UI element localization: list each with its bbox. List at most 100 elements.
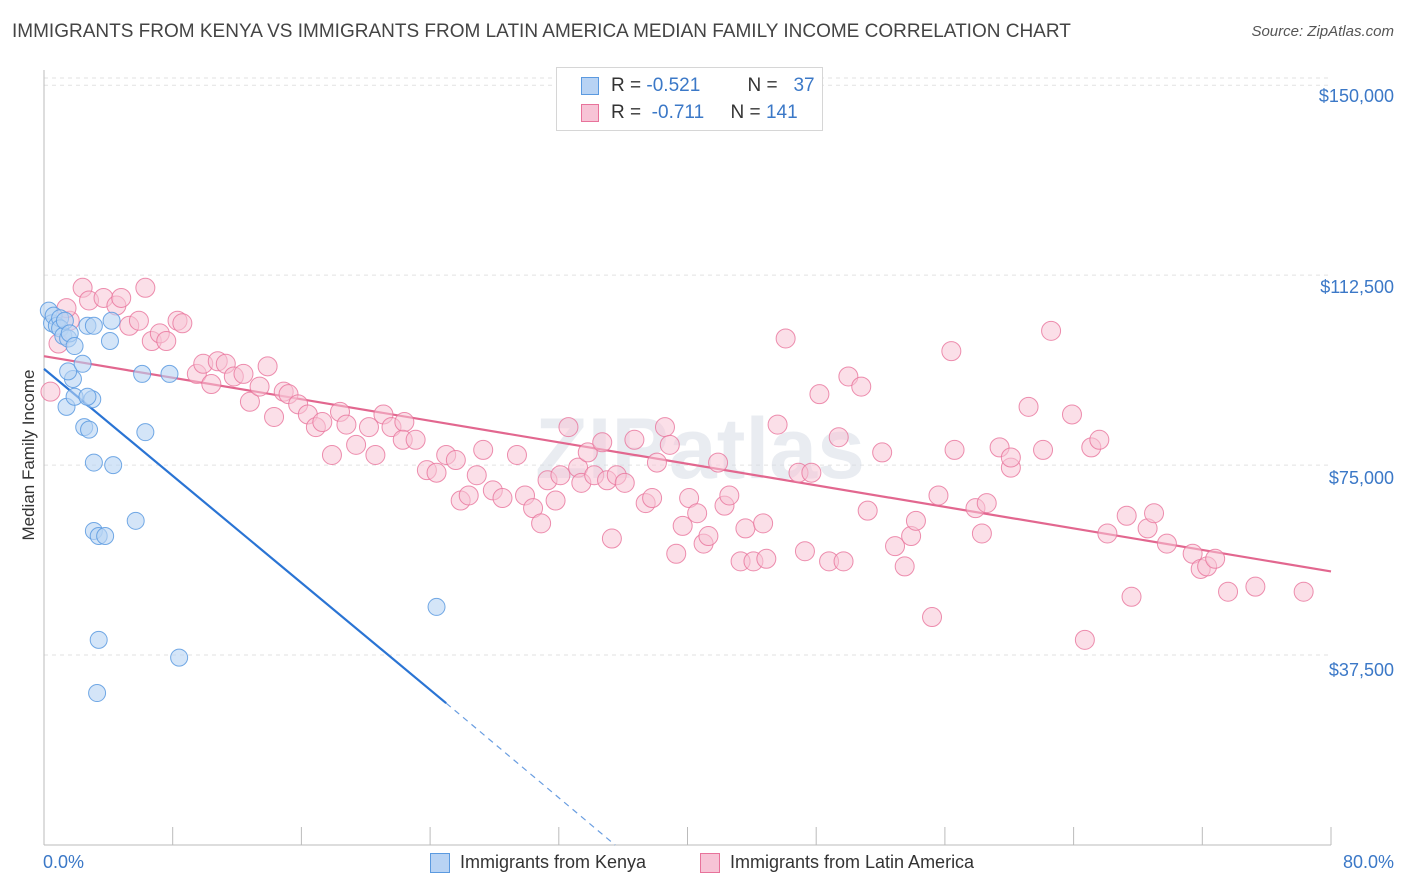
kenya-point bbox=[427, 597, 446, 616]
latin-point bbox=[666, 543, 687, 564]
latin-point bbox=[642, 488, 663, 509]
kenya-trend-line bbox=[43, 368, 447, 705]
latin-point bbox=[445, 450, 466, 471]
kenya-point bbox=[160, 364, 179, 383]
latin-point bbox=[872, 442, 893, 463]
y-tick-label: $75,000 bbox=[1328, 468, 1394, 488]
kenya-legend-swatch bbox=[430, 852, 450, 873]
legend-row-latin: R = -0.711 N = 141 bbox=[581, 101, 798, 125]
latin-point bbox=[672, 515, 693, 536]
kenya-point bbox=[133, 364, 152, 383]
latin-legend-label: Immigrants from Latin America bbox=[730, 852, 975, 872]
n-label: N = bbox=[730, 102, 761, 123]
latin-point bbox=[128, 310, 149, 331]
data-points bbox=[39, 277, 1314, 703]
latin-point bbox=[40, 381, 61, 402]
latin-point bbox=[577, 442, 598, 463]
latin-point bbox=[1121, 586, 1142, 607]
latin-point bbox=[312, 412, 333, 433]
n-label: N = bbox=[747, 75, 778, 96]
latin-point bbox=[492, 488, 513, 509]
latin-point bbox=[249, 376, 270, 397]
kenya-point bbox=[96, 527, 115, 546]
latin-point bbox=[885, 536, 906, 557]
latin-point bbox=[135, 277, 156, 298]
latin-swatch bbox=[581, 104, 599, 122]
latin-point bbox=[719, 485, 740, 506]
kenya-point bbox=[73, 354, 92, 373]
latin-point bbox=[346, 434, 367, 455]
kenya-n-value: 37 bbox=[793, 75, 815, 96]
axes bbox=[43, 70, 1332, 846]
latin-point bbox=[775, 328, 796, 349]
kenya-point bbox=[89, 630, 108, 649]
latin-point bbox=[558, 417, 579, 438]
latin-point bbox=[756, 548, 777, 569]
latin-point bbox=[944, 439, 965, 460]
latin-point bbox=[941, 341, 962, 362]
latin-point bbox=[1089, 429, 1110, 450]
latin-point bbox=[1097, 523, 1118, 544]
kenya-point bbox=[104, 456, 123, 475]
latin-point bbox=[405, 429, 426, 450]
kenya-point bbox=[126, 511, 145, 530]
latin-point bbox=[506, 444, 527, 465]
latin-point bbox=[458, 485, 479, 506]
kenya-point bbox=[80, 420, 99, 439]
kenya-point bbox=[59, 362, 78, 381]
latin-point bbox=[753, 513, 774, 534]
chart-title: IMMIGRANTS FROM KENYA VS IMMIGRANTS FROM… bbox=[12, 21, 1071, 42]
kenya-legend-label: Immigrants from Kenya bbox=[460, 852, 647, 872]
kenya-point bbox=[65, 337, 84, 356]
kenya-trend-extension bbox=[445, 702, 616, 846]
latin-point bbox=[321, 444, 342, 465]
latin-point bbox=[531, 513, 552, 534]
latin-point bbox=[708, 452, 729, 473]
latin-point bbox=[1041, 320, 1062, 341]
latin-point bbox=[172, 313, 193, 334]
latin-point bbox=[1293, 581, 1314, 602]
latin-point bbox=[794, 541, 815, 562]
latin-point bbox=[264, 406, 285, 427]
latin-point bbox=[545, 490, 566, 511]
latin-point bbox=[1245, 576, 1266, 597]
latin-point bbox=[851, 376, 872, 397]
kenya-point bbox=[136, 423, 155, 442]
y-axis-label: Median Family Income bbox=[19, 369, 38, 541]
latin-point bbox=[1116, 505, 1137, 526]
latin-point bbox=[857, 500, 878, 521]
latin-point bbox=[1000, 447, 1021, 468]
latin-r-value: -0.711 bbox=[651, 102, 705, 123]
latin-point bbox=[698, 526, 719, 547]
latin-point bbox=[239, 391, 260, 412]
latin-point bbox=[111, 287, 132, 308]
latin-point bbox=[809, 384, 830, 405]
kenya-point bbox=[100, 331, 119, 350]
latin-point bbox=[928, 485, 949, 506]
kenya-point bbox=[88, 684, 107, 703]
r-label: R = bbox=[611, 75, 642, 96]
latin-point bbox=[550, 465, 571, 486]
latin-point bbox=[358, 417, 379, 438]
x-tick-label-min: 0.0% bbox=[43, 852, 85, 872]
kenya-swatch bbox=[581, 77, 599, 95]
latin-n-value: 141 bbox=[765, 102, 798, 123]
kenya-point bbox=[78, 387, 97, 406]
latin-point bbox=[1205, 548, 1226, 569]
bottom-legend-latin: Immigrants from Latin America bbox=[700, 852, 974, 873]
latin-point bbox=[659, 434, 680, 455]
latin-legend-swatch bbox=[700, 852, 720, 873]
latin-point bbox=[592, 432, 613, 453]
r-label: R = bbox=[611, 102, 642, 123]
latin-point bbox=[201, 374, 222, 395]
latin-point bbox=[601, 528, 622, 549]
y-tick-label: $150,000 bbox=[1318, 86, 1394, 106]
y-tick-label: $112,500 bbox=[1320, 277, 1394, 297]
kenya-point bbox=[84, 453, 103, 472]
kenya-point bbox=[102, 311, 121, 330]
kenya-point bbox=[170, 648, 189, 667]
legend-row-kenya: R = -0.521 N = 37 bbox=[581, 74, 815, 98]
latin-point bbox=[394, 412, 415, 433]
latin-point bbox=[922, 607, 943, 628]
